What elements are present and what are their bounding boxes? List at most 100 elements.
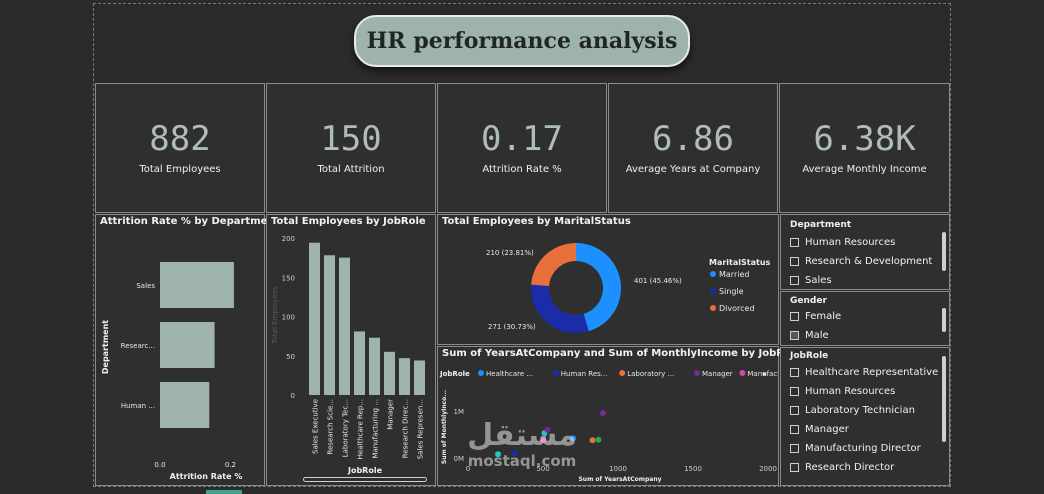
legend-label[interactable]: Human Res... (561, 370, 608, 378)
legend-label[interactable]: Single (719, 287, 744, 296)
legend-label[interactable]: Married (719, 270, 749, 279)
marital-donut-svg: 401 (45.46%) 271 (30.73%) 210 (23.81%) Mari… (486, 243, 771, 333)
y-axis-label: Total Employees (271, 286, 279, 344)
marital-status-chart[interactable]: Total Employees by MaritalStatus 401 (45… (437, 214, 779, 345)
slicer-option-healthcare-representative[interactable]: Healthcare Representative (790, 363, 949, 382)
jobrole-bar[interactable] (324, 255, 335, 395)
dept-attrition-chart[interactable]: Attrition Rate % by Department Sales Rese… (95, 214, 279, 486)
legend-label[interactable]: Manager (702, 370, 733, 378)
donut-slice-divorced[interactable] (531, 243, 576, 286)
vertical-scrollbar[interactable] (942, 232, 946, 271)
scatter-point[interactable] (600, 410, 606, 416)
kpi-attrition-rate: 0.17 Attrition Rate % (437, 83, 607, 213)
checkbox[interactable] (790, 444, 799, 453)
scatter-point[interactable] (511, 450, 518, 457)
checkbox[interactable] (790, 312, 799, 321)
x-tick-label: 1000 (609, 465, 627, 473)
option-label: Research Director (805, 462, 895, 473)
years-income-scatter-svg: JobRole Healthcare ... Human Res... Laborat… (439, 369, 778, 483)
slice-data-label: 401 (45.46%) (634, 277, 682, 285)
x-axis-label: JobRole (347, 466, 383, 475)
jobrole-count-chart[interactable]: Total Employees by JobRole 0 50 100 150 200 T… (266, 214, 436, 486)
jobrole-bar[interactable] (384, 351, 395, 395)
dept-bar[interactable] (160, 262, 234, 308)
checkbox[interactable] (790, 387, 799, 396)
scatter-point[interactable] (589, 437, 596, 444)
scatter-point[interactable] (495, 451, 501, 458)
chart-title: Attrition Rate % by Department (100, 216, 280, 227)
kpi-label: Average Monthly Income (802, 164, 927, 176)
option-label: Human Resources (805, 386, 896, 397)
slicer-option-research-development[interactable]: Research & Development (790, 252, 949, 271)
y-tick-label: 50 (286, 353, 295, 361)
legend-label[interactable]: Divorced (719, 304, 755, 313)
x-category-label: Manager (387, 399, 395, 430)
kpi-label: Total Attrition (317, 164, 385, 176)
jobrole-bar[interactable] (414, 360, 425, 395)
slicer-option-manufacturing-director[interactable]: Manufacturing Director (790, 439, 949, 458)
y-tick-label: 150 (282, 274, 295, 282)
checkbox[interactable] (790, 368, 799, 377)
x-tick-label: 0.2 (225, 461, 236, 469)
checkbox[interactable] (790, 331, 799, 340)
y-tick-label: 0 (291, 392, 295, 400)
scatter-point[interactable] (540, 437, 546, 444)
y-axis-label: Department (101, 320, 110, 374)
legend-label[interactable]: Healthcare ... (486, 370, 533, 378)
option-label: Healthcare Representative (805, 367, 939, 378)
checkbox[interactable] (790, 238, 799, 247)
option-label: Laboratory Technician (805, 405, 915, 416)
scatter-point[interactable] (595, 436, 602, 443)
slicer-option-sales[interactable]: Sales (790, 271, 949, 290)
jobrole-bar[interactable] (354, 331, 365, 395)
kpi-total-attrition: 150 Total Attrition (266, 83, 436, 213)
vertical-scrollbar[interactable] (942, 308, 946, 332)
legend-title: MaritalStatus (709, 258, 771, 267)
kpi-value: 150 (320, 118, 382, 159)
jobrole-bar[interactable] (399, 358, 410, 395)
y-tick-label: 200 (282, 235, 295, 243)
x-tick-label: 0 (466, 465, 470, 473)
chart-title: Total Employees by MaritalStatus (442, 216, 631, 227)
slicer-option-research-director[interactable]: Research Director (790, 458, 949, 477)
donut-slice-married[interactable] (576, 243, 621, 332)
slicer-option-male[interactable]: Male (790, 326, 949, 345)
vertical-scrollbar[interactable] (942, 356, 946, 442)
mostaql-watermark: مستقل mostaql.com (452, 420, 592, 484)
checkbox[interactable] (790, 425, 799, 434)
jobrole-bar[interactable] (339, 257, 350, 395)
legend-marker (694, 370, 700, 376)
legend-marker (478, 370, 484, 376)
dept-bar[interactable] (160, 322, 215, 368)
legend-next-arrow-icon[interactable]: ▸ (763, 369, 767, 378)
dept-category-label: Researc... (121, 342, 155, 350)
checkbox[interactable] (790, 257, 799, 266)
page-tab-indicator[interactable] (206, 490, 242, 494)
legend-marker (710, 305, 716, 311)
legend-label[interactable]: Laboratory ... (627, 370, 674, 378)
donut-slice-single[interactable] (531, 284, 589, 333)
kpi-value: 882 (149, 118, 211, 159)
dept-bar[interactable] (160, 382, 210, 428)
option-label: Sales (805, 275, 832, 286)
years-income-scatter[interactable]: Sum of YearsAtCompany and Sum of Monthly… (437, 346, 801, 486)
slicer-option-manager[interactable]: Manager (790, 420, 949, 439)
horizontal-scrollbar[interactable] (303, 477, 427, 482)
x-category-label: Research Direc... (402, 399, 410, 458)
dept-category-label: Sales (136, 282, 155, 290)
slicer-option-female[interactable]: Female (790, 307, 949, 326)
jobrole-bar[interactable] (309, 242, 320, 395)
jobrole-bar[interactable] (369, 337, 380, 395)
slicer-option-laboratory-technician[interactable]: Laboratory Technician (790, 401, 949, 420)
checkbox[interactable] (790, 463, 799, 472)
legend-label[interactable]: Manufacturi... (747, 370, 778, 378)
y-tick-label: 0M (454, 455, 465, 463)
checkbox[interactable] (790, 276, 799, 285)
legend-marker (552, 370, 559, 376)
slicer-option-human-resources[interactable]: Human Resources (790, 382, 949, 401)
scatter-point[interactable] (570, 435, 576, 442)
checkbox[interactable] (790, 406, 799, 415)
watermark-arabic: مستقل (467, 418, 577, 453)
slicer-option-human-resources[interactable]: Human Resources (790, 233, 949, 252)
scatter-point[interactable] (544, 426, 551, 433)
